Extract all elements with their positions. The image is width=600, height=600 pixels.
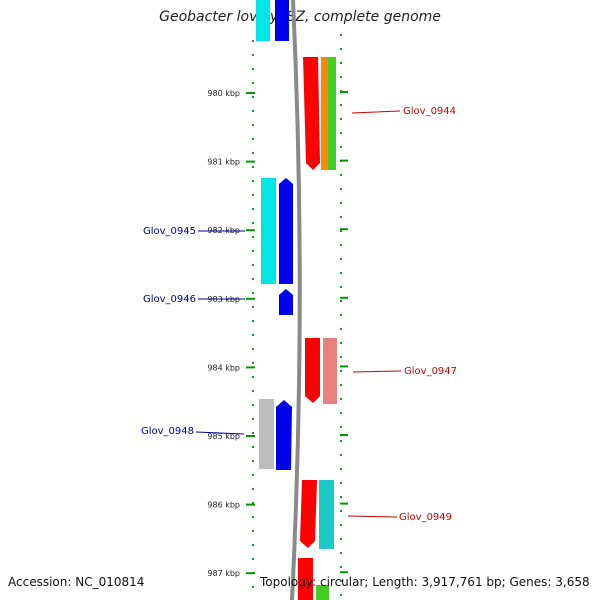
gene-glov-0944-green (328, 57, 336, 170)
gene-label-glov-0948[interactable]: Glov_0948 (141, 426, 194, 437)
gene-glov-0944-arrow (303, 57, 320, 170)
accession-label: Accession: NC_010814 (8, 575, 145, 589)
label-leader-0948 (195, 431, 245, 435)
label-leader-0949 (347, 515, 398, 518)
ruler-label: 981 kbp (207, 158, 240, 167)
gene-glov-0945-arrow (279, 178, 293, 284)
gene-glov-0949-teal (319, 480, 334, 549)
gene-glov-0948-arrow (276, 400, 292, 470)
gene-glov-0946-arrow (279, 289, 293, 315)
left-gene-labels: Glov_0945 Glov_0946 Glov_0948 (141, 226, 245, 437)
gene-glov-0948-gray (259, 399, 274, 469)
genome-summary: Topology: circular; Length: 3,917,761 bp… (260, 575, 590, 589)
gene-glov-0944-orange (321, 57, 329, 170)
gene-block-bottom-green (316, 585, 329, 600)
gene-label-glov-0949[interactable]: Glov_0949 (399, 512, 452, 523)
gene-label-glov-0946[interactable]: Glov_0946 (143, 294, 196, 305)
genome-title: Geobacter lovleyi SZ, complete genome (159, 9, 441, 25)
label-leader-0947 (352, 370, 402, 373)
gene-glov-0947-salmon (323, 338, 337, 404)
ruler-label: 985 kbp (207, 432, 240, 441)
ruler-label: 980 kbp (207, 89, 240, 98)
right-gene-labels: Glov_0944 Glov_0947 Glov_0949 (347, 106, 457, 523)
ruler-label: 986 kbp (207, 501, 240, 510)
gene-block-top-blue (275, 0, 289, 41)
gene-glov-0945-cyan (261, 178, 276, 284)
genome-backbone (290, 0, 302, 600)
gene-label-glov-0947[interactable]: Glov_0947 (404, 366, 457, 377)
gene-block-top-cyan (256, 0, 270, 41)
ruler-ticks (246, 91, 348, 575)
gene-label-glov-0944[interactable]: Glov_0944 (403, 106, 456, 117)
ruler-label: 984 kbp (207, 363, 240, 372)
gene-block-bottom-red (298, 558, 313, 600)
ruler-label: 987 kbp (207, 569, 240, 578)
gene-glov-0949-arrow (300, 480, 317, 548)
gene-glov-0947-arrow (305, 338, 320, 403)
label-leader-0944 (351, 110, 401, 114)
gene-label-glov-0945[interactable]: Glov_0945 (143, 226, 196, 237)
